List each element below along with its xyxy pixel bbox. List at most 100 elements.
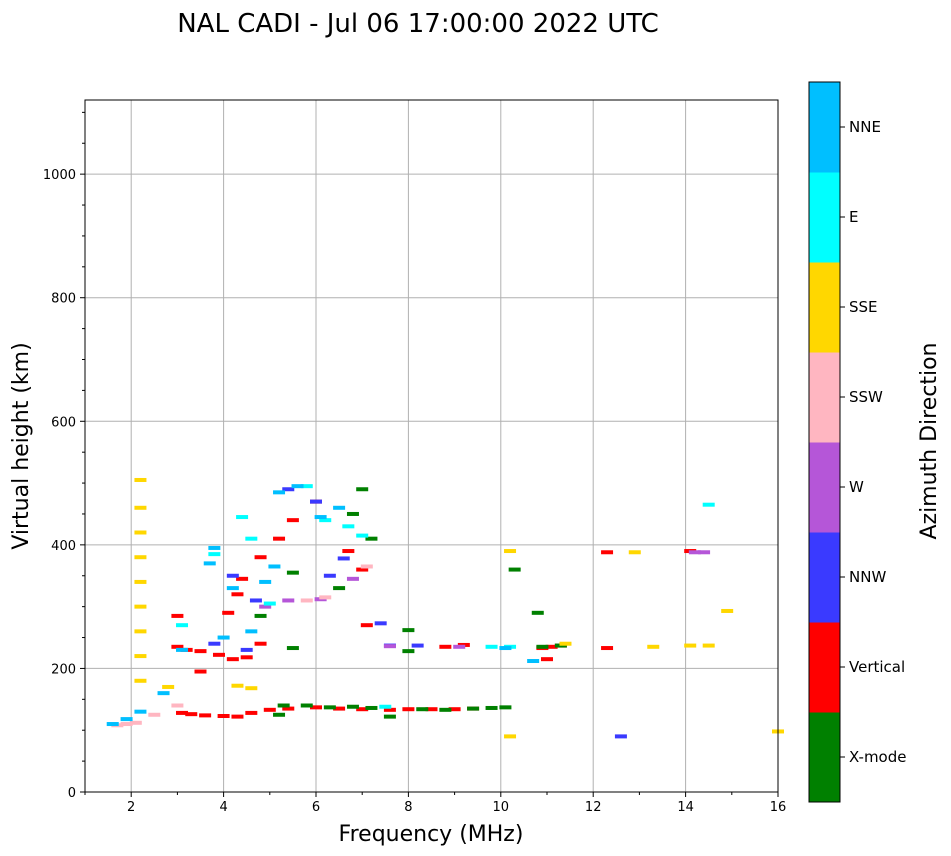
colorbar-label: X-mode: [849, 748, 906, 766]
colorbar-segment-w: [809, 442, 840, 533]
data-point-ssw: [319, 595, 332, 600]
data-point-vertical: [226, 657, 239, 662]
data-point-e: [379, 704, 392, 709]
data-point-x-mode: [536, 644, 549, 649]
data-point-vertical: [212, 652, 225, 657]
data-point-nnw: [226, 573, 239, 578]
data-point-vertical: [194, 649, 207, 654]
data-point-sse: [559, 641, 572, 646]
data-point-sse: [628, 550, 641, 555]
data-point-vertical: [383, 707, 396, 712]
data-point-sse: [134, 505, 147, 510]
data-point-w: [383, 644, 396, 649]
x-tick-label: 10: [493, 800, 510, 815]
plot-frame: [84, 99, 779, 793]
data-point-vertical: [222, 610, 235, 615]
data-point-vertical: [273, 536, 286, 541]
data-point-nne: [106, 722, 119, 727]
data-point-x-mode: [383, 714, 396, 719]
data-point-x-mode: [485, 705, 498, 710]
data-point-e: [485, 644, 498, 649]
y-tick-label: 800: [51, 292, 76, 307]
data-point-x-mode: [402, 649, 415, 654]
data-point-sse: [245, 686, 258, 691]
colorbar-label: Vertical: [849, 658, 905, 676]
data-point-vertical: [199, 713, 212, 718]
colorbar-title: Azimuth Direction: [917, 342, 942, 539]
y-tick-label: 1000: [43, 168, 76, 183]
data-point-nne: [176, 647, 189, 652]
data-point-x-mode: [365, 536, 378, 541]
x-tick-label: 14: [677, 800, 694, 815]
grid: [85, 100, 778, 792]
data-point-x-mode: [356, 487, 369, 492]
data-point-x-mode: [467, 706, 480, 711]
data-point-nnw: [249, 598, 262, 603]
data-point-nnw: [208, 641, 221, 646]
data-point-e: [208, 552, 221, 557]
data-point-x-mode: [254, 613, 267, 618]
data-point-sse: [721, 608, 734, 613]
data-point-x-mode: [365, 705, 378, 710]
colorbar-label: NNW: [849, 568, 886, 586]
data-point-nnw: [614, 734, 627, 739]
data-point-x-mode: [277, 703, 290, 708]
data-point-ssw: [171, 703, 184, 708]
data-point-vertical: [448, 707, 461, 712]
data-point-nnw: [282, 487, 295, 492]
y-tick-label: 200: [51, 662, 76, 677]
data-point-ssw: [360, 564, 373, 569]
data-point-w: [698, 550, 711, 555]
data-point-vertical: [310, 705, 322, 710]
data-point-vertical: [601, 646, 614, 651]
colorbar-label: E: [849, 208, 858, 226]
data-point-e: [356, 533, 369, 538]
data-point-w: [453, 644, 466, 649]
data-point-vertical: [231, 714, 244, 719]
axes: 2 4 6 8 10 12 14 16 0 200 400 600 800 1000: [43, 99, 786, 815]
data-point-x-mode: [499, 705, 512, 710]
x-tick-label: 8: [404, 800, 412, 815]
data-point-nne: [203, 561, 216, 566]
data-point-vertical: [171, 644, 184, 649]
data-point-vertical: [439, 644, 452, 649]
data-point-x-mode: [416, 707, 429, 712]
y-axis-label: Virtual height (km): [9, 342, 34, 549]
data-point-sse: [134, 530, 147, 535]
colorbar-segment-e: [809, 172, 840, 263]
data-point-e: [263, 601, 276, 606]
colorbar-segment-sse: [809, 262, 840, 353]
data-point-vertical: [194, 669, 207, 674]
data-point-nne: [291, 484, 304, 489]
data-point-vertical: [231, 592, 244, 597]
data-point-e: [702, 502, 715, 507]
data-point-vertical: [171, 613, 184, 618]
data-point-vertical: [245, 710, 258, 715]
data-point-vertical: [541, 657, 553, 662]
data-point-vertical: [236, 576, 249, 581]
data-point-x-mode: [286, 646, 299, 651]
data-point-nne: [217, 635, 230, 640]
data-point-nne: [157, 691, 170, 696]
data-point-sse: [134, 579, 147, 584]
data-point-x-mode: [402, 628, 415, 633]
data-point-vertical: [254, 641, 267, 646]
data-point-sse: [702, 643, 715, 648]
colorbar-segment-nnw: [809, 532, 840, 623]
data-point-nne: [333, 505, 346, 510]
colorbar-segment-ssw: [809, 352, 840, 443]
colorbar-label: NNE: [849, 118, 881, 136]
data-point-vertical: [342, 549, 355, 554]
data-point-ssw: [300, 598, 313, 603]
data-point-nnw: [323, 573, 336, 578]
data-point-sse: [684, 643, 697, 648]
data-point-nne: [245, 629, 258, 634]
data-point-nnw: [310, 499, 322, 504]
data-point-vertical: [254, 555, 267, 560]
data-point-sse: [162, 684, 175, 689]
data-point-sse: [647, 644, 660, 649]
data-point-e: [300, 484, 313, 489]
data-point-x-mode: [346, 704, 359, 709]
data-point-x-mode: [439, 707, 452, 712]
